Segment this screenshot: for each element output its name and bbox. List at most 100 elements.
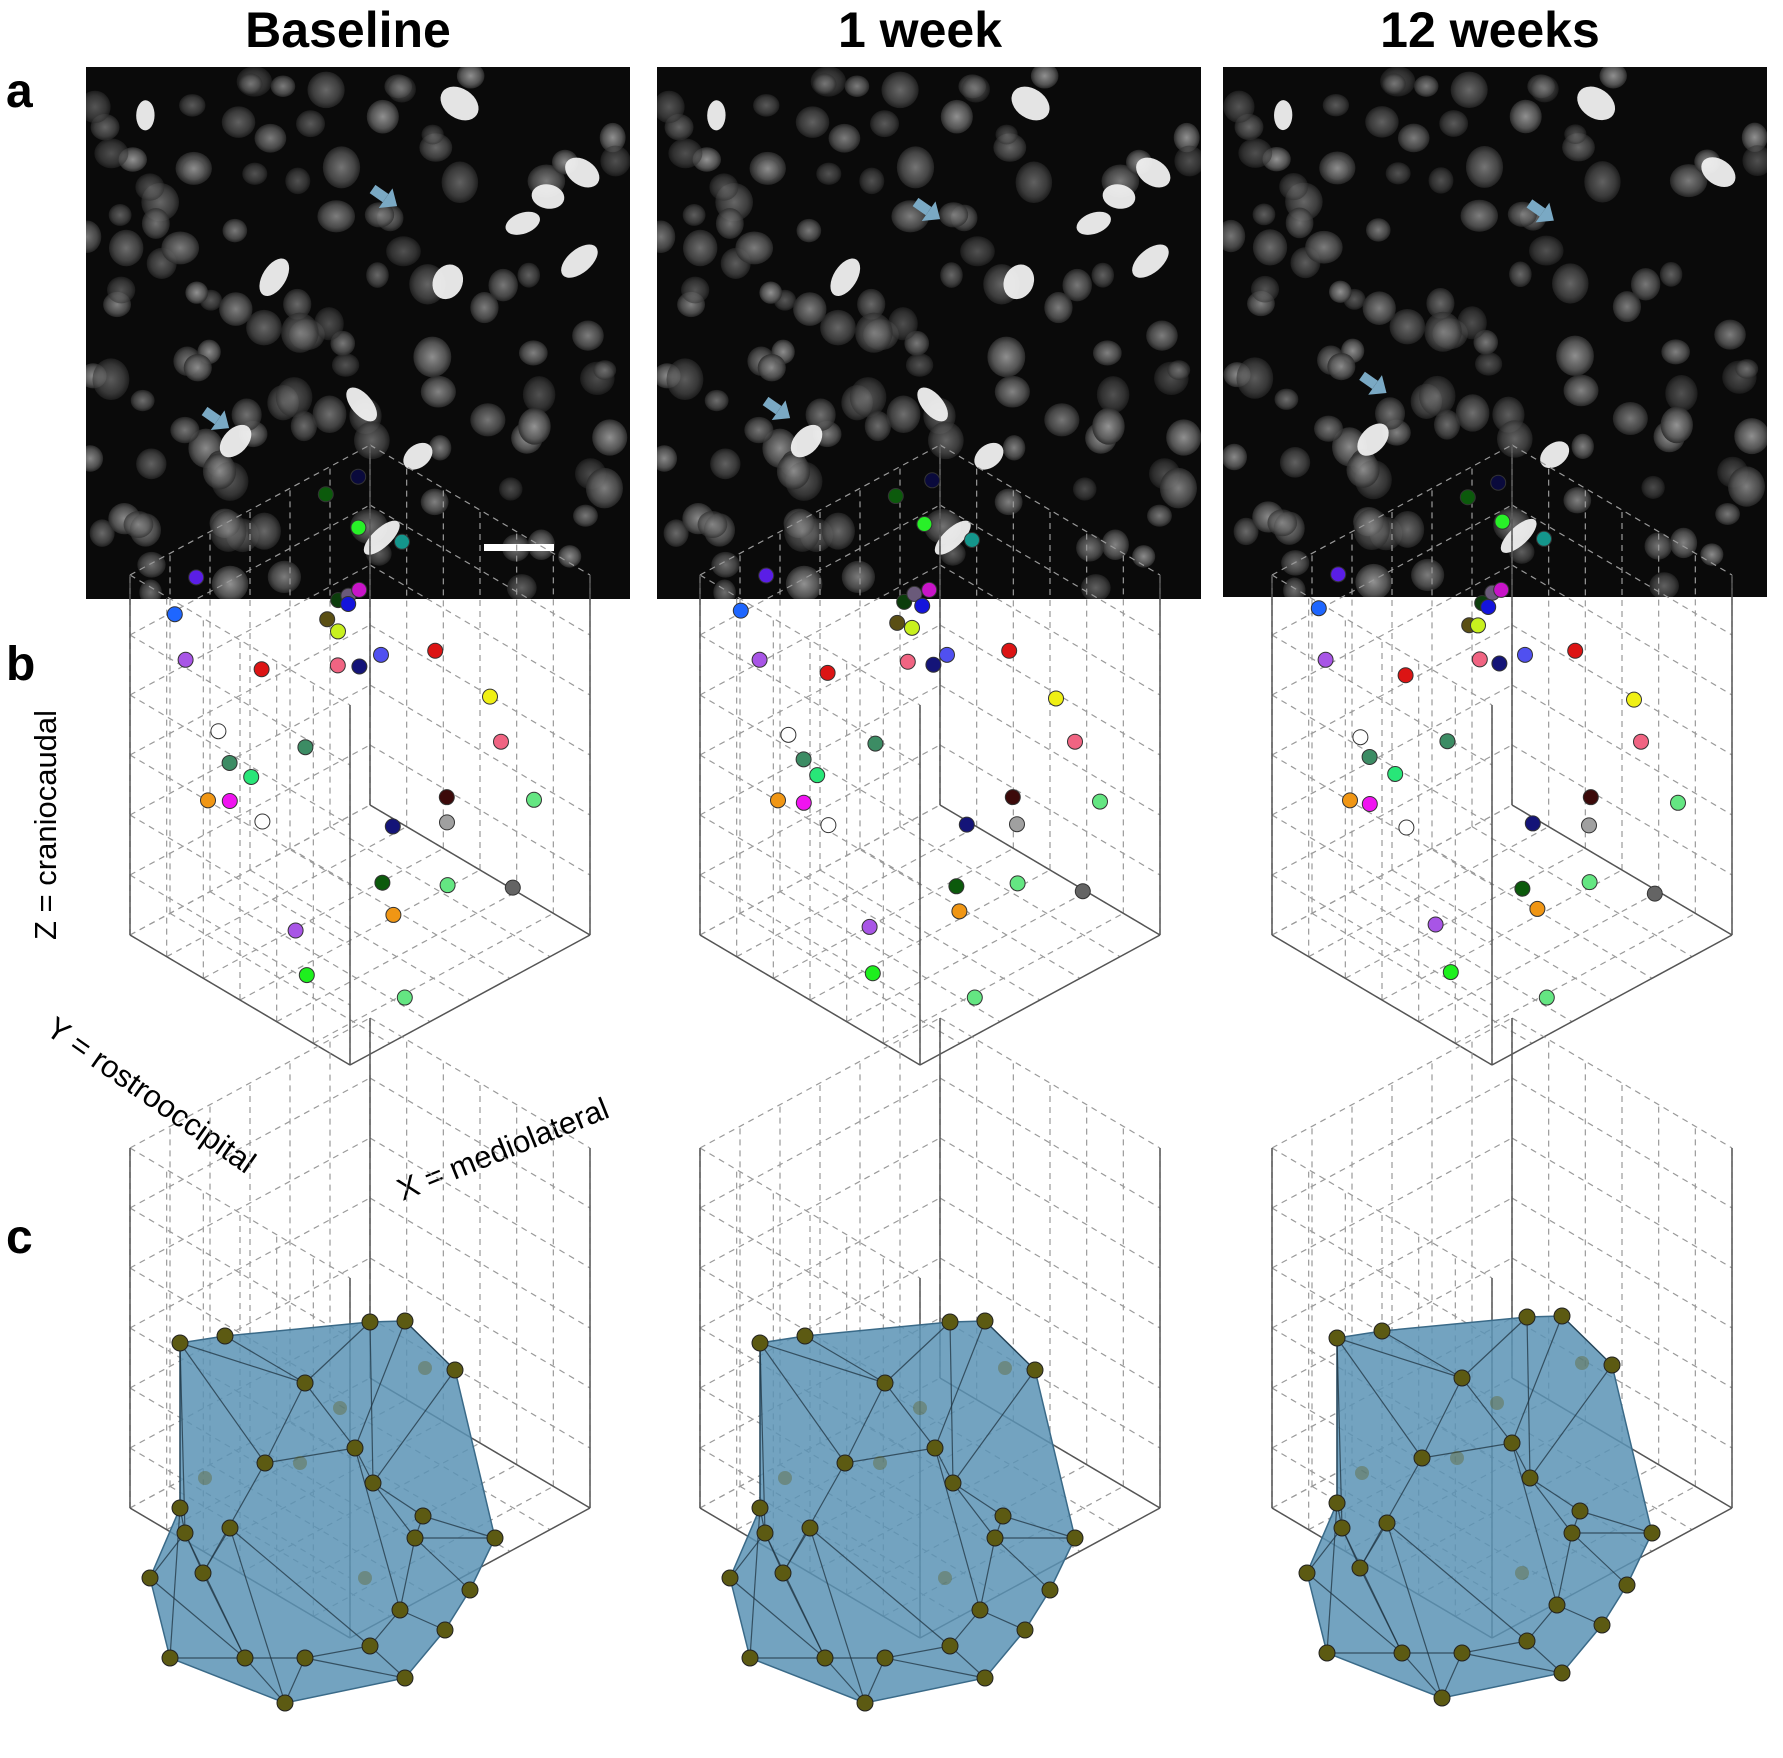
nucleus [905, 353, 934, 377]
hull-vertex [998, 1361, 1012, 1375]
nucleus [1727, 466, 1765, 507]
nucleus [1279, 173, 1309, 201]
nucleus [179, 94, 206, 117]
hull-vertex [171, 1334, 189, 1352]
hull-vertex [941, 1313, 959, 1331]
nucleus [1096, 376, 1130, 414]
nucleus [938, 202, 969, 228]
nucleus [888, 307, 918, 341]
axis-edges [129, 445, 591, 1066]
nucleus [870, 110, 899, 138]
nucleus [1584, 161, 1621, 203]
microscopy-image-1-week [657, 67, 1201, 599]
nucleus [1630, 268, 1661, 301]
nucleus [1283, 577, 1306, 597]
nucleus [1700, 543, 1724, 566]
nucleus [518, 340, 548, 366]
panel-letter-c: c [6, 1211, 33, 1264]
nucleus [1044, 292, 1073, 324]
nucleus [1735, 359, 1759, 379]
hull-vertex [446, 1361, 464, 1379]
nucleus [1455, 394, 1490, 432]
nucleus [1599, 67, 1627, 89]
hull-vertex [1521, 1469, 1539, 1487]
nucleus [1529, 235, 1564, 266]
bright-nucleus [346, 387, 377, 422]
nucleus [1044, 403, 1080, 437]
nucleus [1092, 407, 1125, 445]
scatter-point [951, 903, 968, 920]
bright-nucleus [531, 184, 565, 209]
hull-vertex [436, 1621, 454, 1639]
nucleus [1564, 124, 1587, 145]
hull-vertex [396, 1669, 414, 1687]
hull-vertex [926, 1439, 944, 1457]
hull-vertex [418, 1361, 432, 1375]
scatter-plot-baseline [90, 444, 650, 1185]
nucleus [86, 90, 111, 124]
nucleus [1132, 545, 1156, 568]
nucleus [1382, 73, 1406, 95]
nucleus [506, 574, 537, 599]
convex-hull-12-weeks [1232, 1017, 1783, 1758]
nucleus [1660, 406, 1693, 444]
nucleus [1734, 418, 1767, 455]
scatter-point [350, 519, 367, 536]
scatter-point [758, 567, 775, 584]
nucleus [682, 229, 718, 267]
hull-vertices [141, 1312, 504, 1712]
scatter-point [966, 989, 983, 1006]
nucleus [283, 288, 312, 320]
nucleus [666, 358, 704, 401]
nucleus [881, 71, 919, 109]
nucleus [136, 448, 167, 480]
hull-vertex [171, 1499, 189, 1517]
hull-vertex [194, 1564, 212, 1582]
nucleus [498, 477, 523, 501]
nucleus [713, 579, 736, 599]
hull-vertex [1571, 1502, 1589, 1520]
nucleus [864, 410, 892, 442]
nucleus [593, 360, 617, 380]
nucleus [928, 421, 964, 460]
scatter-point [373, 646, 389, 663]
convex-hull-1-week [660, 1017, 1220, 1758]
scatter-point [329, 657, 346, 674]
hull-surface [729, 1320, 1076, 1704]
nucleus [1509, 261, 1532, 288]
hull-vertex [1563, 1524, 1581, 1542]
scatter-point [394, 533, 410, 550]
column-title-12-weeks: 12 weeks [1380, 2, 1600, 58]
arrow-icon [1359, 371, 1387, 395]
hull-vertex [1351, 1559, 1369, 1577]
hull-vertex [721, 1569, 739, 1587]
bright-nucleus [1132, 244, 1169, 278]
nucleus [657, 445, 678, 472]
scatter-point [770, 792, 786, 809]
scatter-point [177, 651, 194, 668]
bright-nucleus [1011, 86, 1050, 121]
nucleus [1174, 145, 1201, 177]
hull-vertex [256, 1454, 274, 1472]
nucleus [816, 162, 842, 185]
scatter-point [889, 614, 906, 631]
nucleus [1742, 145, 1767, 176]
hull-vertex [1553, 1664, 1571, 1682]
nucleus [107, 276, 136, 304]
bright-nucleus [1102, 184, 1136, 209]
panel-letter-b: b [6, 638, 36, 691]
scatter-point [253, 661, 270, 678]
nucleus [1661, 339, 1690, 365]
nucleus [275, 377, 313, 418]
scatter-point [1581, 874, 1598, 891]
nucleus [1389, 308, 1426, 345]
nucleus [940, 99, 973, 134]
nucleus [1433, 409, 1461, 440]
nucleus [1329, 280, 1352, 303]
nucleus [123, 510, 154, 538]
scatter-point [780, 726, 797, 743]
hull-vertex [941, 1637, 959, 1655]
nucleus [1665, 374, 1698, 412]
nucleus [987, 336, 1026, 378]
hull-vertex [1515, 1566, 1529, 1580]
